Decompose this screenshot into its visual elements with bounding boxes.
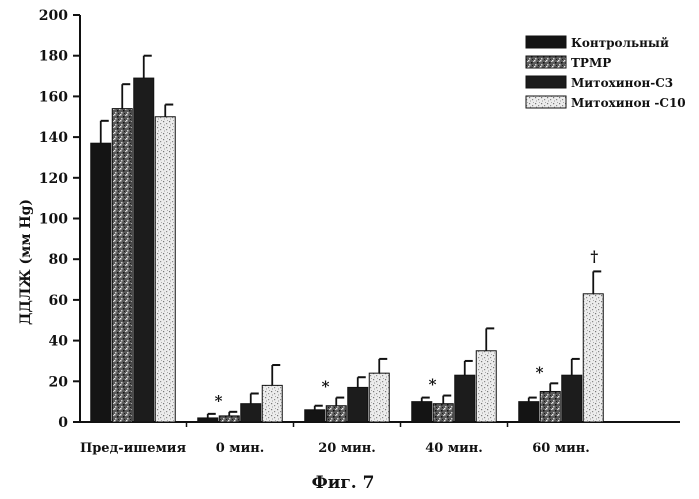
bar bbox=[219, 416, 239, 422]
bar bbox=[326, 406, 346, 422]
bar bbox=[348, 387, 368, 422]
legend: Контрольный TPMP Митохинон-C3 Митохинон -C1… bbox=[526, 36, 686, 110]
legend-label: TPMP bbox=[571, 56, 611, 70]
bar bbox=[476, 351, 496, 422]
y-tick-label: 140 bbox=[39, 130, 68, 146]
bar bbox=[262, 385, 282, 422]
bar bbox=[134, 78, 154, 422]
bar bbox=[112, 109, 132, 422]
significance-marker: * bbox=[322, 378, 330, 396]
y-tick-label: 20 bbox=[49, 374, 69, 390]
bar bbox=[91, 143, 111, 422]
bar bbox=[433, 404, 453, 422]
y-tick-label: 80 bbox=[49, 252, 69, 268]
bar bbox=[583, 294, 603, 422]
legend-label: Контрольный bbox=[571, 36, 669, 50]
bar bbox=[369, 373, 389, 422]
legend-swatch bbox=[526, 96, 566, 108]
y-tick-label: 0 bbox=[58, 415, 68, 431]
category-label: 20 мин. bbox=[318, 441, 376, 456]
y-tick-label: 200 bbox=[39, 8, 68, 24]
bar bbox=[519, 402, 539, 422]
y-tick-label: 100 bbox=[39, 212, 68, 228]
bar bbox=[455, 375, 475, 422]
bar bbox=[412, 402, 432, 422]
significance-marker: * bbox=[429, 376, 437, 394]
y-tick-label: 120 bbox=[39, 171, 68, 187]
bar bbox=[241, 404, 261, 422]
bar bbox=[155, 117, 175, 422]
y-axis-label: ДДЛЖ (мм Hg) bbox=[18, 199, 34, 325]
legend-swatch bbox=[526, 36, 566, 48]
legend-label: Митохинон -C10 bbox=[571, 96, 686, 110]
bar bbox=[305, 410, 325, 422]
category-label: 0 мин. bbox=[216, 441, 265, 456]
error-bars bbox=[101, 56, 602, 418]
figure-caption: Фиг. 7 bbox=[312, 473, 375, 493]
bar bbox=[540, 391, 560, 422]
category-label: 60 мин. bbox=[532, 441, 590, 456]
bar bbox=[198, 418, 218, 422]
legend-label: Митохинон-C3 bbox=[571, 76, 673, 90]
bar bbox=[562, 375, 582, 422]
bars bbox=[91, 78, 604, 422]
legend-swatch bbox=[526, 56, 566, 68]
legend-swatch bbox=[526, 76, 566, 88]
y-tick-label: 180 bbox=[39, 49, 68, 65]
y-tick-label: 160 bbox=[39, 89, 68, 105]
y-tick-label: 60 bbox=[49, 293, 69, 309]
category-label: 40 мин. bbox=[425, 441, 483, 456]
dagger-marker: † bbox=[590, 247, 598, 265]
category-label: Пред-ишемия bbox=[80, 441, 187, 456]
significance-marker: * bbox=[536, 363, 544, 381]
y-tick-label: 40 bbox=[49, 334, 69, 350]
significance-marker: * bbox=[215, 392, 223, 410]
